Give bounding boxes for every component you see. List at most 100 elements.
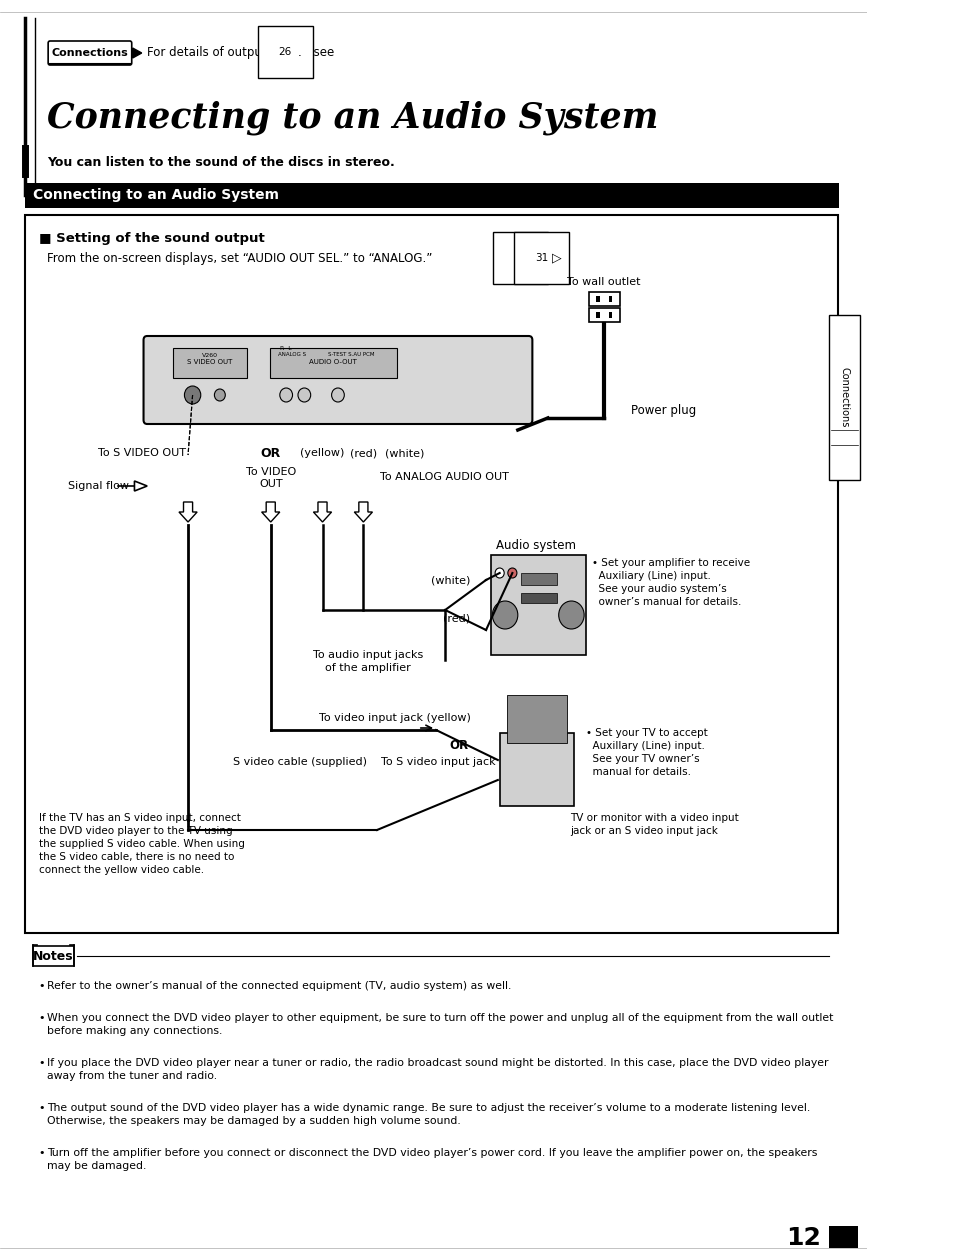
Bar <box>506 695 566 743</box>
Text: To audio input jacks: To audio input jacks <box>313 650 422 660</box>
Text: (yellow): (yellow) <box>300 448 344 458</box>
Text: To video input jack (yellow): To video input jack (yellow) <box>319 713 471 723</box>
Text: Audio system: Audio system <box>496 539 576 551</box>
Polygon shape <box>179 502 197 522</box>
Bar <box>520 593 557 603</box>
Circle shape <box>495 568 504 578</box>
Polygon shape <box>132 48 142 58</box>
Circle shape <box>558 601 583 630</box>
Bar <box>596 312 598 319</box>
Text: may be damaged.: may be damaged. <box>48 1161 147 1171</box>
Text: OR: OR <box>260 447 280 460</box>
Text: Auxillary (Line) input.: Auxillary (Line) input. <box>585 742 704 752</box>
Text: owner’s manual for details.: owner’s manual for details. <box>592 597 740 607</box>
Text: If you place the DVD video player near a tuner or radio, the radio broadcast sou: If you place the DVD video player near a… <box>48 1058 828 1068</box>
Text: Turn off the amplifier before you connect or disconnect the DVD video player’s p: Turn off the amplifier before you connec… <box>48 1148 817 1158</box>
Text: before making any connections.: before making any connections. <box>48 1026 222 1036</box>
Bar <box>32 946 74 966</box>
Text: the DVD video player to the TV using: the DVD video player to the TV using <box>39 826 233 836</box>
Polygon shape <box>261 502 279 522</box>
Bar <box>596 296 598 302</box>
Text: S-TEST S.AU PCM: S-TEST S.AU PCM <box>328 351 375 356</box>
Text: the S video cable, there is no need to: the S video cable, there is no need to <box>39 852 234 862</box>
Text: .: . <box>297 45 301 58</box>
Text: TV or monitor with a video input: TV or monitor with a video input <box>570 813 739 823</box>
Text: AUDIO O-OUT: AUDIO O-OUT <box>309 359 357 365</box>
Text: Connections: Connections <box>51 48 128 58</box>
Bar <box>827 1226 857 1248</box>
Text: OR: OR <box>449 739 468 752</box>
Text: Auxiliary (Line) input.: Auxiliary (Line) input. <box>592 572 710 580</box>
Text: •: • <box>38 1058 45 1068</box>
Text: connect the yellow video cable.: connect the yellow video cable. <box>39 865 204 875</box>
Text: Power plug: Power plug <box>631 403 696 417</box>
Circle shape <box>184 387 200 404</box>
Text: Notes: Notes <box>33 949 73 962</box>
Text: ANALOG S: ANALOG S <box>278 351 306 356</box>
Bar <box>608 312 612 319</box>
Circle shape <box>279 388 293 402</box>
Text: • Set your TV to accept: • Set your TV to accept <box>585 728 707 738</box>
Bar <box>26 215 837 933</box>
Bar <box>608 296 612 302</box>
Text: S VIDEO OUT: S VIDEO OUT <box>187 359 233 365</box>
Text: To S VIDEO OUT: To S VIDEO OUT <box>98 448 186 458</box>
Text: See your TV owner’s: See your TV owner’s <box>585 754 699 764</box>
Bar <box>270 347 396 378</box>
Polygon shape <box>314 502 332 522</box>
Text: For details of output sound, see: For details of output sound, see <box>147 45 337 58</box>
Text: Connecting to an Audio System: Connecting to an Audio System <box>48 101 658 135</box>
Text: Otherwise, the speakers may be damaged by a sudden high volume sound.: Otherwise, the speakers may be damaged b… <box>48 1115 460 1126</box>
Text: You can listen to the sound of the discs in stereo.: You can listen to the sound of the discs… <box>48 156 395 169</box>
Text: V260: V260 <box>202 353 217 358</box>
Text: Refer to the owner’s manual of the connected equipment (TV, audio system) as wel: Refer to the owner’s manual of the conne… <box>48 981 511 991</box>
Circle shape <box>507 568 517 578</box>
Text: Connections: Connections <box>839 366 849 427</box>
Circle shape <box>492 601 517 630</box>
Text: 31: 31 <box>535 253 547 263</box>
Text: (white): (white) <box>431 575 470 585</box>
Text: jack or an S video input jack: jack or an S video input jack <box>570 826 718 836</box>
Bar <box>26 183 839 208</box>
Text: •: • <box>38 1148 45 1158</box>
Text: 26: 26 <box>278 47 292 57</box>
Text: •: • <box>38 981 45 991</box>
Text: ▷: ▷ <box>551 252 560 264</box>
Text: 29: 29 <box>514 253 527 263</box>
Circle shape <box>214 389 225 402</box>
Text: To wall outlet: To wall outlet <box>567 277 640 287</box>
Bar <box>499 733 574 806</box>
Text: (red): (red) <box>443 613 470 623</box>
Text: • Set your amplifier to receive: • Set your amplifier to receive <box>592 558 750 568</box>
Text: Connecting to an Audio System: Connecting to an Audio System <box>32 188 278 201</box>
Text: If the TV has an S video input, connect: If the TV has an S video input, connect <box>39 813 241 823</box>
Text: When you connect the DVD video player to other equipment, be sure to turn off th: When you connect the DVD video player to… <box>48 1013 833 1024</box>
Text: away from the tuner and radio.: away from the tuner and radio. <box>48 1071 217 1081</box>
Text: of the amplifier: of the amplifier <box>325 663 411 674</box>
Bar <box>490 555 585 655</box>
Text: To S video input jack: To S video input jack <box>381 757 496 767</box>
Text: To VIDEO: To VIDEO <box>245 467 295 477</box>
Polygon shape <box>134 481 147 491</box>
Text: (white): (white) <box>384 448 423 458</box>
Text: S video cable (supplied): S video cable (supplied) <box>233 757 366 767</box>
Text: From the on-screen displays, set “AUDIO OUT SEL.” to “ANALOG.”: From the on-screen displays, set “AUDIO … <box>48 252 432 264</box>
Text: 12: 12 <box>785 1226 821 1250</box>
Text: R  L: R L <box>280 345 292 350</box>
Polygon shape <box>354 502 372 522</box>
Text: the supplied S video cable. When using: the supplied S video cable. When using <box>39 838 245 849</box>
Text: •: • <box>38 1013 45 1024</box>
Text: OUT: OUT <box>258 478 282 488</box>
FancyBboxPatch shape <box>143 336 532 424</box>
Bar <box>828 315 860 480</box>
Text: manual for details.: manual for details. <box>585 767 690 777</box>
FancyBboxPatch shape <box>48 42 132 65</box>
Circle shape <box>332 388 344 402</box>
Text: See your audio system’s: See your audio system’s <box>592 584 726 594</box>
Text: (red): (red) <box>350 448 376 458</box>
Text: Signal flow: Signal flow <box>68 481 129 491</box>
Bar <box>588 308 618 322</box>
Text: •: • <box>38 1103 45 1113</box>
Bar <box>588 292 618 306</box>
Text: To ANALOG AUDIO OUT: To ANALOG AUDIO OUT <box>379 472 508 482</box>
